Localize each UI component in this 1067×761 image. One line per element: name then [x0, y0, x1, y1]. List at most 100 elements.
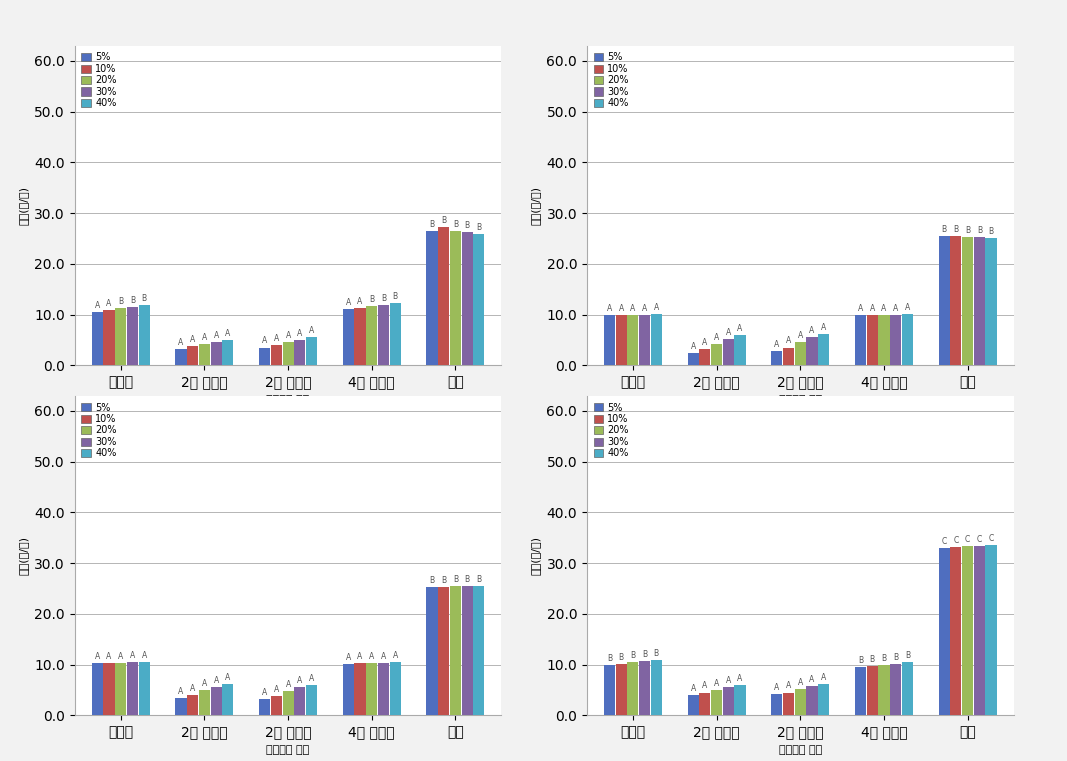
Text: A: A	[690, 684, 696, 693]
Text: A: A	[107, 652, 112, 661]
Legend: 5%, 10%, 20%, 30%, 40%: 5%, 10%, 20%, 30%, 40%	[80, 400, 118, 460]
Text: A: A	[262, 688, 267, 696]
X-axis label: 교통운영 방안: 교통운영 방안	[267, 744, 309, 755]
Text: A: A	[142, 651, 147, 660]
Text: A: A	[881, 304, 887, 313]
Text: B: B	[654, 648, 658, 658]
Bar	[890, 314, 902, 365]
Bar	[878, 664, 890, 715]
Bar	[651, 314, 662, 365]
Text: A: A	[810, 326, 814, 336]
Bar	[271, 696, 282, 715]
Text: A: A	[726, 328, 731, 337]
Text: 〈조건 ②〉: 〈조건 ②〉	[773, 429, 828, 444]
Text: B: B	[476, 575, 481, 584]
Text: A: A	[286, 332, 290, 340]
Text: B: B	[476, 224, 481, 232]
Text: B: B	[464, 575, 469, 584]
Text: A: A	[905, 303, 910, 311]
Bar	[210, 342, 222, 365]
Text: B: B	[369, 295, 375, 304]
Bar	[115, 308, 126, 365]
Text: B: B	[858, 656, 863, 665]
Bar	[902, 314, 913, 365]
Bar	[699, 693, 711, 715]
Text: A: A	[714, 679, 719, 688]
Text: A: A	[786, 336, 791, 345]
Text: C: C	[953, 536, 958, 545]
Bar	[639, 314, 650, 365]
Text: B: B	[619, 653, 624, 661]
Bar	[92, 663, 102, 715]
Text: B: B	[142, 295, 146, 304]
Text: A: A	[178, 338, 184, 347]
Text: 〈조건 ①〉: 〈조건 ①〉	[260, 429, 316, 444]
Text: A: A	[822, 323, 826, 332]
Text: B: B	[130, 296, 136, 305]
Bar	[92, 312, 102, 365]
Text: B: B	[881, 654, 887, 663]
Text: A: A	[118, 651, 124, 661]
Text: B: B	[464, 221, 469, 230]
X-axis label: 교통운영 방안: 교통운영 방안	[267, 394, 309, 405]
Text: A: A	[202, 333, 207, 342]
Text: B: B	[607, 654, 612, 663]
Bar	[722, 339, 734, 365]
Bar	[294, 687, 305, 715]
Bar	[962, 546, 973, 715]
Text: A: A	[737, 324, 743, 333]
Text: A: A	[775, 683, 779, 692]
Text: B: B	[642, 650, 648, 658]
Bar	[187, 346, 198, 365]
Bar	[939, 236, 950, 365]
Text: A: A	[858, 304, 863, 313]
Text: A: A	[714, 333, 719, 342]
Bar	[389, 662, 401, 715]
Text: A: A	[654, 303, 659, 311]
Bar	[604, 314, 615, 365]
Legend: 5%, 10%, 20%, 30%, 40%: 5%, 10%, 20%, 30%, 40%	[80, 50, 118, 110]
Bar	[450, 587, 461, 715]
Bar	[627, 662, 638, 715]
Bar	[187, 695, 198, 715]
Bar	[198, 344, 210, 365]
Text: A: A	[130, 651, 136, 660]
Text: A: A	[95, 652, 100, 661]
Bar	[115, 663, 126, 715]
Text: B: B	[430, 577, 434, 585]
Bar	[711, 690, 722, 715]
Text: A: A	[619, 304, 624, 313]
Bar	[878, 314, 890, 365]
Bar	[855, 314, 866, 365]
Bar	[783, 693, 794, 715]
Bar	[604, 664, 615, 715]
Text: B: B	[905, 651, 910, 660]
Y-axis label: 지체(초/대): 지체(초/대)	[18, 186, 29, 225]
Text: C: C	[941, 537, 946, 546]
Bar	[616, 314, 626, 365]
Text: A: A	[309, 674, 314, 683]
Text: A: A	[346, 298, 351, 307]
Text: B: B	[441, 216, 446, 225]
Text: A: A	[225, 673, 230, 682]
Text: B: B	[393, 292, 398, 301]
Bar	[699, 349, 711, 365]
Bar	[474, 234, 484, 365]
X-axis label: 교통운영 방안: 교통운영 방안	[779, 394, 822, 405]
Text: A: A	[775, 340, 779, 349]
Text: A: A	[286, 680, 290, 689]
Bar	[259, 699, 270, 715]
Bar	[939, 548, 950, 715]
Text: A: A	[393, 651, 398, 660]
Text: A: A	[346, 653, 351, 661]
Bar	[639, 661, 650, 715]
Bar	[366, 307, 378, 365]
Bar	[439, 587, 449, 715]
Bar	[734, 685, 746, 715]
Bar	[807, 337, 817, 365]
Bar	[687, 695, 699, 715]
X-axis label: 교통운영 방안: 교통운영 방안	[779, 744, 822, 755]
Text: A: A	[190, 335, 195, 344]
Text: A: A	[631, 304, 636, 313]
Text: B: B	[452, 575, 458, 584]
